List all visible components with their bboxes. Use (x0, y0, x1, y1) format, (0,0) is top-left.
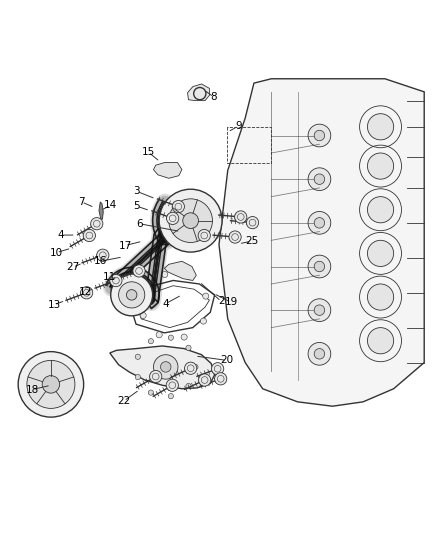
Text: 25: 25 (245, 236, 258, 246)
Circle shape (166, 212, 179, 224)
Circle shape (183, 213, 198, 229)
Polygon shape (153, 163, 182, 179)
Circle shape (212, 362, 224, 375)
Text: 11: 11 (102, 272, 116, 282)
Circle shape (111, 274, 152, 316)
Circle shape (159, 189, 222, 252)
Text: 14: 14 (104, 200, 117, 211)
Circle shape (367, 240, 394, 266)
Circle shape (308, 299, 331, 321)
Circle shape (168, 335, 173, 340)
Text: 19: 19 (225, 297, 238, 308)
Circle shape (308, 124, 331, 147)
Circle shape (198, 374, 211, 386)
Circle shape (308, 343, 331, 365)
Circle shape (166, 379, 178, 391)
Text: 18: 18 (25, 385, 39, 394)
Text: 3: 3 (134, 187, 140, 196)
Circle shape (172, 200, 184, 213)
Circle shape (110, 274, 122, 287)
Circle shape (160, 362, 171, 372)
Circle shape (367, 284, 394, 310)
Circle shape (148, 390, 153, 395)
Circle shape (193, 364, 198, 369)
Circle shape (119, 282, 145, 308)
Circle shape (186, 383, 191, 389)
Circle shape (187, 274, 193, 280)
Text: 22: 22 (117, 396, 131, 406)
Circle shape (314, 305, 325, 316)
Circle shape (314, 174, 325, 184)
Circle shape (367, 114, 394, 140)
Text: 2: 2 (218, 296, 225, 306)
Circle shape (91, 217, 103, 230)
Circle shape (140, 312, 146, 319)
Circle shape (150, 370, 162, 383)
Circle shape (27, 360, 75, 408)
Polygon shape (110, 346, 215, 389)
Circle shape (135, 375, 141, 379)
Text: 16: 16 (94, 256, 107, 266)
Circle shape (133, 265, 145, 277)
Circle shape (181, 334, 187, 340)
Circle shape (314, 349, 325, 359)
Circle shape (229, 231, 241, 243)
Text: 17: 17 (119, 240, 132, 251)
Circle shape (308, 212, 331, 234)
Text: 6: 6 (136, 219, 143, 229)
Circle shape (186, 345, 191, 351)
Circle shape (97, 249, 109, 261)
Polygon shape (99, 202, 103, 220)
Text: 8: 8 (210, 92, 217, 102)
Circle shape (81, 287, 93, 299)
Circle shape (215, 373, 227, 385)
Circle shape (135, 354, 141, 359)
Circle shape (367, 197, 394, 223)
Text: 10: 10 (50, 247, 63, 257)
Text: 12: 12 (79, 287, 92, 297)
Text: 4: 4 (58, 230, 64, 240)
Circle shape (198, 229, 210, 241)
Circle shape (184, 362, 197, 374)
Text: 9: 9 (235, 121, 242, 131)
Circle shape (235, 211, 247, 223)
Circle shape (148, 338, 153, 344)
Circle shape (203, 293, 209, 299)
Circle shape (18, 352, 84, 417)
Text: 13: 13 (47, 300, 60, 310)
Text: 5: 5 (134, 201, 140, 211)
Circle shape (308, 168, 331, 190)
Text: 27: 27 (66, 262, 79, 272)
Circle shape (247, 216, 259, 229)
Circle shape (200, 318, 206, 324)
Polygon shape (187, 84, 209, 101)
Text: 7: 7 (78, 197, 85, 207)
Circle shape (367, 328, 394, 354)
Circle shape (314, 217, 325, 228)
Circle shape (83, 229, 95, 241)
Circle shape (153, 354, 178, 379)
Text: 4: 4 (162, 298, 169, 309)
Circle shape (142, 287, 148, 294)
Circle shape (42, 376, 60, 393)
Circle shape (308, 255, 331, 278)
Circle shape (127, 289, 137, 300)
Circle shape (314, 130, 325, 141)
Polygon shape (219, 79, 424, 406)
Text: 20: 20 (220, 356, 233, 365)
Text: 15: 15 (141, 147, 155, 157)
Circle shape (156, 332, 162, 338)
Circle shape (367, 153, 394, 179)
Circle shape (168, 393, 173, 399)
Circle shape (314, 261, 325, 272)
Circle shape (169, 199, 212, 243)
Polygon shape (164, 261, 196, 280)
Circle shape (162, 271, 168, 278)
